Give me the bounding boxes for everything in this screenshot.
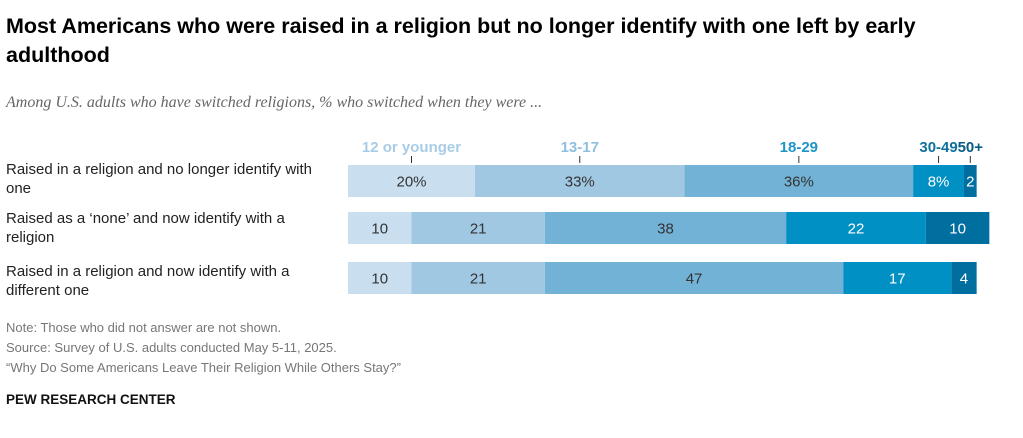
bar-segment (786, 212, 926, 244)
bar-segment (348, 165, 475, 197)
bar-segment (475, 165, 685, 197)
chart-title: Most Americans who were raised in a reli… (6, 14, 916, 67)
legend-label: 13-17 (561, 139, 599, 156)
note: Note: Those who did not answer are not s… (6, 320, 282, 335)
legend-label: 50+ (958, 139, 984, 156)
legend-label: 12 or younger (362, 139, 461, 156)
data-label: 21 (470, 221, 487, 238)
legend-label: 18-29 (780, 139, 818, 156)
data-label: 10 (371, 221, 388, 238)
bar-segment (684, 165, 914, 197)
data-label: 10 (371, 271, 388, 288)
data-label: 47 (686, 271, 703, 288)
bar-segment (411, 212, 545, 244)
legend-label: 30-49 (919, 139, 957, 156)
source: Source: Survey of U.S. adults conducted … (6, 340, 337, 355)
data-label: 21 (470, 271, 487, 288)
chart-subtitle: Among U.S. adults who have switched reli… (6, 94, 543, 111)
bar-segment (544, 262, 844, 294)
row-label: Raised in a religion and now identify wi… (6, 263, 290, 299)
brand-logo: PEW RESEARCH CENTER (6, 392, 176, 407)
bar-segment (913, 165, 964, 197)
data-label: 4 (960, 271, 968, 288)
data-label: 22 (848, 221, 865, 238)
data-label: 20% (396, 174, 426, 191)
data-label: 8% (928, 174, 950, 191)
data-label: 2 (966, 174, 974, 191)
row-label: Raised in a religion and no longer ident… (6, 161, 313, 197)
row-label: Raised as a ‘none’ and now identify with… (6, 210, 285, 246)
notes: Note: Those who did not answer are not s… (6, 318, 401, 378)
bar-segment (348, 212, 412, 244)
data-label: 33% (565, 174, 595, 191)
bar-segment (925, 212, 990, 244)
data-label: 17 (889, 271, 906, 288)
bar-segment (411, 262, 545, 294)
report-title: “Why Do Some Americans Leave Their Relig… (6, 360, 401, 375)
bar-segment (963, 165, 977, 197)
data-label: 10 (949, 221, 966, 238)
data-label: 38 (657, 221, 674, 238)
bar-segment (951, 262, 977, 294)
data-label: 36% (784, 174, 814, 191)
bar-segment (348, 262, 412, 294)
bar-segment (544, 212, 787, 244)
bar-segment (843, 262, 952, 294)
